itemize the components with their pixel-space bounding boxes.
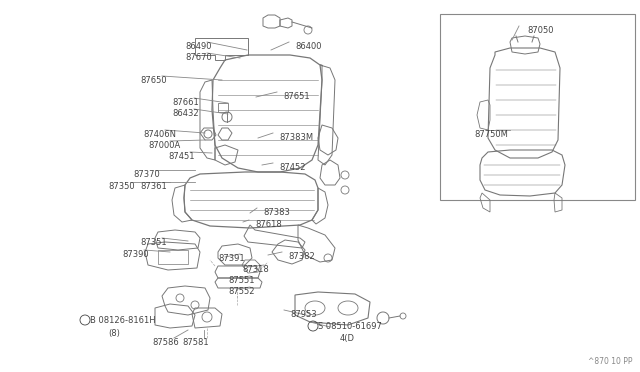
Text: ^870 10 PP: ^870 10 PP — [588, 357, 632, 366]
Text: S 08510-61697: S 08510-61697 — [318, 322, 382, 331]
Text: 87370: 87370 — [133, 170, 160, 179]
Text: 87586: 87586 — [152, 338, 179, 347]
Text: 87406N: 87406N — [143, 130, 176, 139]
Text: 86432: 86432 — [172, 109, 198, 118]
Bar — [440, 14, 635, 200]
Text: 87361: 87361 — [140, 182, 167, 191]
Text: 87661: 87661 — [172, 98, 199, 107]
Text: 87670: 87670 — [185, 53, 212, 62]
Text: 87581: 87581 — [182, 338, 209, 347]
Text: 87350: 87350 — [108, 182, 134, 191]
Text: 4(D: 4(D — [340, 334, 355, 343]
Text: 87351: 87351 — [140, 238, 166, 247]
Text: 87383: 87383 — [263, 208, 290, 217]
Text: 87451: 87451 — [168, 152, 195, 161]
Text: 87552: 87552 — [228, 287, 255, 296]
Text: 87953: 87953 — [290, 310, 317, 319]
Text: 87750M: 87750M — [474, 130, 508, 139]
Text: 87618: 87618 — [255, 220, 282, 229]
Text: (8): (8) — [108, 329, 120, 338]
Text: 86400: 86400 — [295, 42, 321, 51]
Text: 87382: 87382 — [288, 252, 315, 261]
Text: 87383M: 87383M — [279, 133, 313, 142]
Text: 87452: 87452 — [279, 163, 305, 172]
Text: 87000A: 87000A — [148, 141, 180, 150]
Text: 87650: 87650 — [140, 76, 166, 85]
Text: 87551: 87551 — [228, 276, 255, 285]
Text: 87651: 87651 — [283, 92, 310, 101]
Text: 87318: 87318 — [242, 265, 269, 274]
Text: 87050: 87050 — [527, 26, 554, 35]
Text: B 08126-8161H: B 08126-8161H — [90, 316, 156, 325]
Text: 86490: 86490 — [185, 42, 211, 51]
Text: 87390: 87390 — [122, 250, 148, 259]
Text: 87391: 87391 — [218, 254, 244, 263]
